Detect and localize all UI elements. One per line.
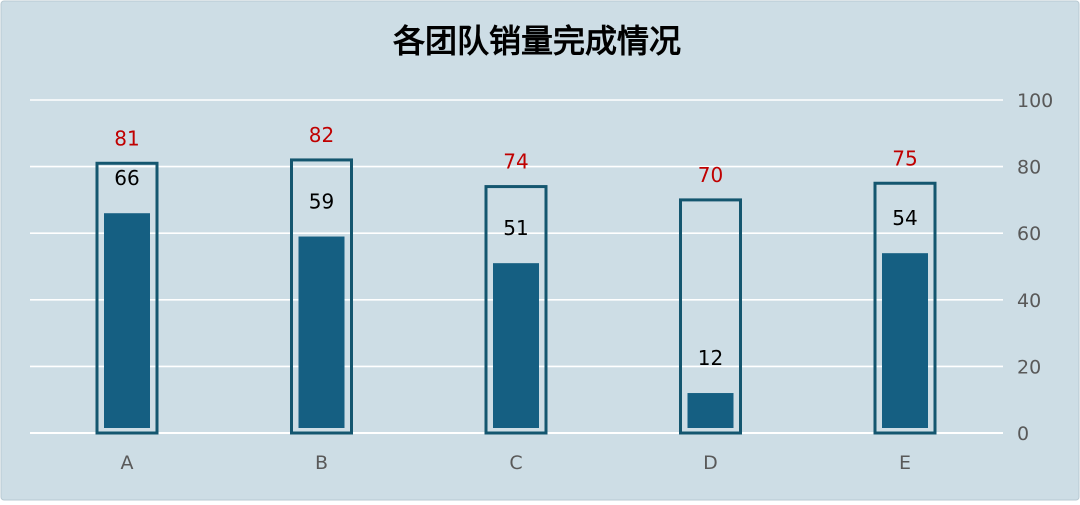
actual-bar	[298, 236, 345, 428]
target-value-label: 75	[892, 146, 917, 170]
y-tick-label: 40	[1017, 290, 1041, 312]
actual-value-label: 66	[114, 166, 139, 190]
target-bar	[873, 181, 937, 435]
x-tick-label: C	[509, 452, 522, 474]
data-labels: 81 66 82 59 74 51 70 12 75 54	[114, 123, 917, 370]
target-bar	[95, 161, 159, 435]
y-tick-label: 100	[1017, 90, 1053, 112]
y-tick-label: 0	[1017, 423, 1029, 445]
x-axis-tick-labels: A B C D E	[121, 452, 912, 474]
actual-bar	[882, 253, 928, 428]
target-bars	[95, 158, 937, 435]
x-tick-label: B	[315, 452, 328, 474]
y-tick-label: 80	[1017, 157, 1041, 179]
x-tick-label: D	[703, 452, 718, 474]
actual-bars	[104, 213, 928, 428]
actual-bar	[687, 393, 734, 428]
target-bar	[484, 185, 548, 435]
target-value-label: 81	[114, 126, 139, 150]
target-value-label: 82	[309, 123, 334, 147]
target-value-label: 70	[698, 163, 723, 187]
actual-value-label: 51	[503, 216, 528, 240]
x-tick-label: A	[121, 452, 134, 474]
chart-title: 各团队销量完成情况	[393, 22, 681, 60]
actual-value-label: 12	[698, 346, 723, 370]
target-bar	[290, 158, 353, 435]
actual-value-label: 59	[309, 190, 334, 214]
actual-bar	[493, 263, 539, 428]
target-value-label: 74	[503, 150, 528, 174]
actual-bar	[104, 213, 150, 428]
x-tick-label: E	[899, 452, 911, 474]
actual-value-label: 54	[892, 206, 917, 230]
y-tick-label: 20	[1017, 356, 1041, 378]
target-bar	[679, 198, 742, 435]
y-tick-label: 60	[1017, 223, 1041, 245]
y-axis-tick-labels: 0 20 40 60 80 100	[1017, 90, 1053, 445]
